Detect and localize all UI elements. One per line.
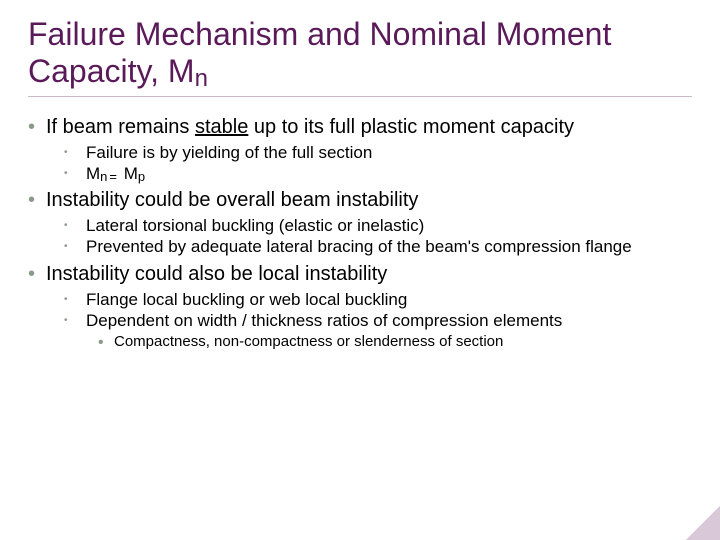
formula-base: M xyxy=(119,164,138,183)
text-underlined: stable xyxy=(195,116,248,138)
formula-subscript: p xyxy=(138,169,145,184)
list-item-text: Lateral torsional buckling (elastic or i… xyxy=(86,215,692,236)
list-item: Compactness, non-compactness or slendern… xyxy=(114,333,692,352)
list-item-text: Failure is by yielding of the full secti… xyxy=(86,142,692,163)
corner-fold-icon xyxy=(686,506,720,540)
formula: Mn= Mp xyxy=(86,163,692,184)
list-item: If beam remains stable up to its full pl… xyxy=(46,115,692,185)
list-item: Instability could be overall beam instab… xyxy=(46,188,692,258)
text-fragment: up to its full plastic moment capacity xyxy=(248,116,574,138)
list-item: Mn= Mp xyxy=(86,163,692,184)
title-subscript: n xyxy=(195,65,208,92)
list-item: Prevented by adequate lateral bracing of… xyxy=(86,236,692,257)
sub-list: Flange local buckling or web local buckl… xyxy=(46,289,692,352)
title-rule xyxy=(28,96,692,97)
list-item-text: Prevented by adequate lateral bracing of… xyxy=(86,236,692,257)
list-item-text: Instability could be overall beam instab… xyxy=(46,188,692,213)
list-item-text: If beam remains stable up to its full pl… xyxy=(46,115,692,140)
list-item-text: Dependent on width / thickness ratios of… xyxy=(86,310,692,331)
bullet-list: If beam remains stable up to its full pl… xyxy=(28,115,692,352)
list-item: Flange local buckling or web local buckl… xyxy=(86,289,692,310)
list-item: Instability could also be local instabil… xyxy=(46,262,692,352)
list-item-text: Flange local buckling or web local buckl… xyxy=(86,289,692,310)
page-title: Failure Mechanism and Nominal Moment Cap… xyxy=(28,16,692,90)
formula-base: M xyxy=(86,164,100,183)
list-item: Lateral torsional buckling (elastic or i… xyxy=(86,215,692,236)
sub-sub-list: Compactness, non-compactness or slendern… xyxy=(86,333,692,352)
sub-list: Lateral torsional buckling (elastic or i… xyxy=(46,215,692,258)
list-item-text: Instability could also be local instabil… xyxy=(46,262,692,287)
list-item-text: Compactness, non-compactness or slendern… xyxy=(114,333,692,352)
list-item: Failure is by yielding of the full secti… xyxy=(86,142,692,163)
text-fragment: If beam remains xyxy=(46,116,195,138)
list-item: Dependent on width / thickness ratios of… xyxy=(86,310,692,352)
sub-list: Failure is by yielding of the full secti… xyxy=(46,142,692,185)
title-text: Failure Mechanism and Nominal Moment Cap… xyxy=(28,16,611,89)
formula-eq: = xyxy=(107,169,119,184)
